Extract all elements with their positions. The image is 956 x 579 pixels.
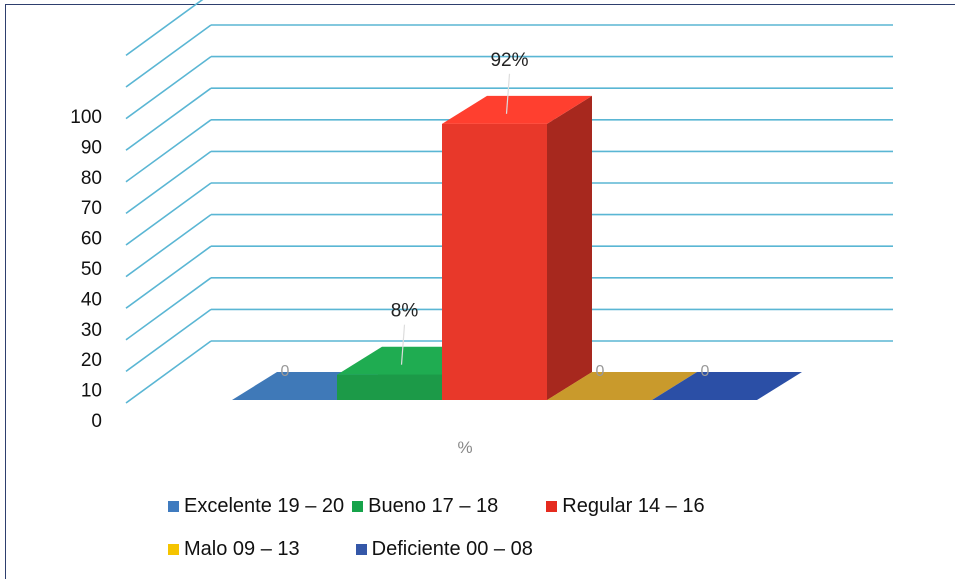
- data-label-leader: [505, 73, 511, 114]
- bar-floor: [652, 372, 802, 400]
- legend-item: Bueno 17 – 18: [352, 495, 498, 518]
- y-tick-label: 100: [70, 107, 102, 128]
- chart-frame: [5, 4, 955, 579]
- legend-swatch: [168, 544, 179, 555]
- legend-label: Excelente 19 – 20: [184, 495, 345, 517]
- y-tick-label: 10: [81, 381, 102, 402]
- bar: [337, 374, 442, 400]
- bar-floor: [547, 372, 697, 400]
- legend-label: Malo 09 – 13: [184, 538, 300, 560]
- legend-item: Excelente 19 – 20: [168, 495, 344, 518]
- y-tick-label: 90: [81, 137, 102, 158]
- gridline-diagonal: [125, 340, 212, 404]
- legend-row-2: Malo 09 – 13 Deficiente 00 – 08: [168, 538, 543, 561]
- y-tick-label: 70: [81, 198, 102, 219]
- gridline-diagonal: [125, 55, 212, 120]
- legend-item: Malo 09 – 13: [168, 538, 300, 561]
- data-label: 0: [281, 363, 290, 380]
- legend-swatch: [546, 501, 558, 512]
- gridline-diagonal: [125, 24, 212, 88]
- gridline-diagonal: [125, 87, 212, 151]
- legend-swatch: [352, 501, 364, 512]
- data-label: 0: [596, 363, 605, 380]
- bar-side: [547, 95, 592, 400]
- gridline-diagonal: [125, 0, 204, 57]
- gridline-diagonal: [125, 213, 212, 278]
- legend-swatch: [355, 544, 367, 555]
- legend-row-1: Excelente 19 – 20 Bueno 17 – 18 Regular …: [168, 495, 715, 518]
- y-tick-label: 0: [91, 411, 102, 432]
- y-tick-label: 80: [81, 168, 102, 189]
- gridline-diagonal: [125, 182, 212, 246]
- data-label: 8%: [391, 301, 419, 322]
- gridline-diagonal: [125, 150, 212, 215]
- legend-label: Bueno 17 – 18: [368, 495, 499, 517]
- y-tick-label: 40: [81, 289, 102, 310]
- legend-swatch: [168, 501, 179, 512]
- y-tick-label: 30: [81, 320, 102, 341]
- gridline-diagonal: [125, 245, 212, 309]
- y-tick-label: 20: [81, 350, 102, 371]
- legend-item: Regular 14 – 16: [546, 495, 705, 518]
- gridline-diagonal: [125, 277, 212, 341]
- data-label: 92%: [490, 50, 528, 71]
- legend-label: Regular 14 – 16: [562, 495, 705, 517]
- data-label: 0: [701, 363, 710, 380]
- gridline-diagonal: [125, 308, 212, 373]
- gridline-diagonal: [125, 119, 212, 183]
- legend-item: Deficiente 00 – 08: [355, 538, 533, 561]
- x-axis-label: %: [457, 438, 473, 457]
- data-label-leader: [400, 324, 406, 365]
- legend-label: Deficiente 00 – 08: [371, 538, 533, 560]
- y-tick-label: 50: [81, 259, 102, 280]
- y-tick-label: 60: [81, 229, 102, 250]
- bar-top: [442, 95, 592, 124]
- bar: [442, 123, 547, 400]
